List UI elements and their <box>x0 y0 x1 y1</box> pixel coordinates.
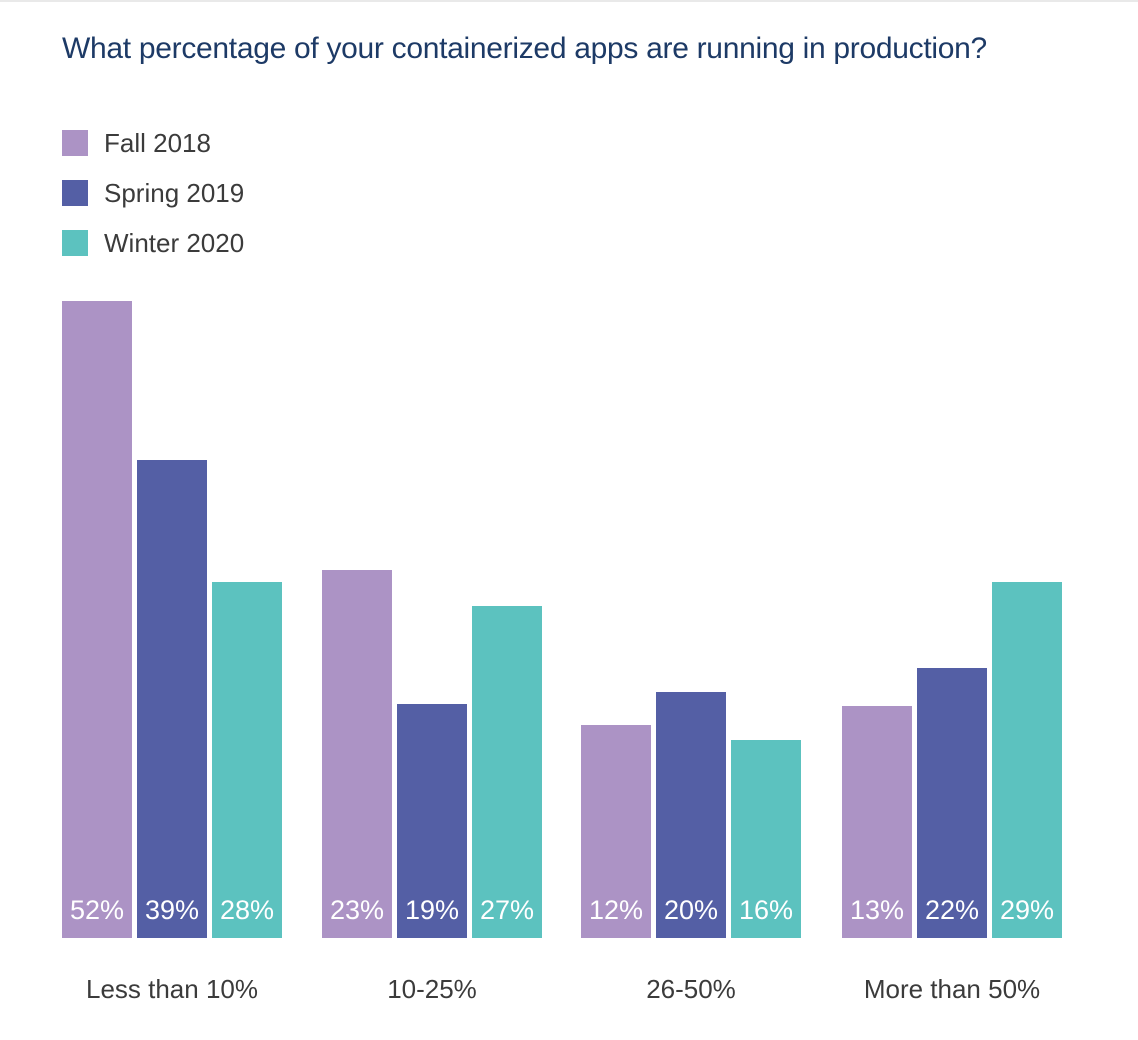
legend-label: Spring 2019 <box>104 177 245 208</box>
legend-item-fall-2018: Fall 2018 <box>62 127 244 158</box>
bar-fall-2018: 12% <box>581 725 651 938</box>
bar-value-label: 39% <box>144 895 200 925</box>
category-label: 10-25% <box>387 974 477 1004</box>
bar-winter-2020: 28% <box>212 582 282 938</box>
bar-value-label: 23% <box>329 895 385 925</box>
bar-value-label: 13% <box>849 895 905 925</box>
bar-spring-2019: 22% <box>917 668 987 938</box>
bar-fall-2018: 23% <box>322 570 392 938</box>
category-label: Less than 10% <box>85 974 258 1004</box>
category-label: 26-50% <box>646 974 736 1004</box>
legend-item-spring-2019: Spring 2019 <box>62 177 245 208</box>
category-label: More than 50% <box>863 974 1041 1004</box>
legend-swatch-icon <box>62 230 88 256</box>
bar-value-label: 29% <box>999 895 1055 925</box>
bar-value-label: 12% <box>588 895 644 925</box>
bar-fall-2018: 13% <box>842 706 912 938</box>
bar-winter-2020: 16% <box>731 740 801 938</box>
bar-spring-2019: 20% <box>656 692 726 938</box>
bar-value-label: 19% <box>404 895 460 925</box>
bar-value-label: 52% <box>69 895 125 925</box>
legend-swatch-icon <box>62 180 88 206</box>
top-border-divider <box>0 0 1138 2</box>
legend-label: Winter 2020 <box>104 227 245 258</box>
bar-spring-2019: 19% <box>397 704 467 938</box>
chart-title: What percentage of your containerized ap… <box>62 32 987 65</box>
bar-winter-2020: 27% <box>472 606 542 938</box>
legend-label: Fall 2018 <box>104 127 211 158</box>
legend: Fall 2018 Spring 2019 Winter 2020 <box>62 127 245 280</box>
bar-value-label: 22% <box>924 895 980 925</box>
bar-fall-2018: 52% <box>62 301 132 938</box>
legend-item-winter-2020: Winter 2020 <box>62 227 245 258</box>
bar-value-label: 20% <box>663 895 719 925</box>
bar-spring-2019: 39% <box>137 460 207 938</box>
bar-value-label: 28% <box>219 895 275 925</box>
legend-swatch-icon <box>62 130 88 156</box>
bar-winter-2020: 29% <box>992 582 1062 938</box>
bar-value-label: 16% <box>738 895 794 925</box>
bar-value-label: 27% <box>479 895 535 925</box>
